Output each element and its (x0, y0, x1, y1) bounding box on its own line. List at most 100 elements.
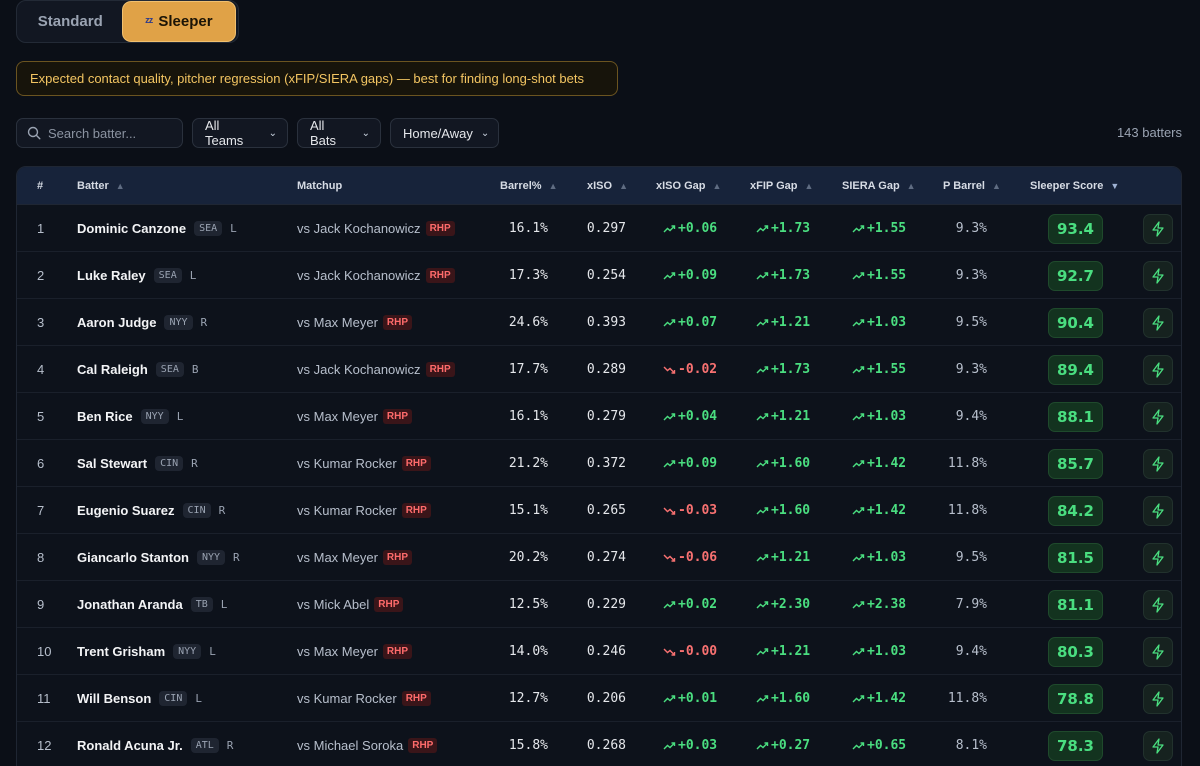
trend-up-icon (663, 600, 676, 610)
matchup-cell: vs Max Meyer RHP (297, 534, 413, 581)
col-xiso[interactable]: xISO ▲ (587, 180, 628, 192)
col-siera-gap[interactable]: SIERA Gap ▲ (842, 180, 916, 192)
trend-up-icon (852, 553, 865, 563)
batter-name[interactable]: Jonathan Aranda (77, 597, 183, 612)
quick-bet-button[interactable] (1143, 401, 1173, 432)
search-icon (27, 126, 41, 140)
rank-cell: 8 (37, 550, 45, 565)
mode-description-banner: Expected contact quality, pitcher regres… (16, 61, 618, 96)
pitcher-name: vs Mick Abel (297, 597, 370, 612)
xiso-cell: 0.268 (586, 738, 626, 753)
batter-name[interactable]: Cal Raleigh (77, 362, 148, 377)
team-badge: NYY (164, 315, 193, 330)
barrel-cell: 12.7% (508, 691, 548, 706)
lightning-icon (1152, 361, 1164, 378)
trend-up-icon (852, 365, 865, 375)
sleeper-score-badge: 84.2 (1048, 495, 1103, 526)
siera-gap-cell: +1.55 (852, 346, 906, 393)
lightning-icon (1152, 549, 1164, 566)
quick-bet-button[interactable] (1143, 542, 1173, 573)
chevron-down-icon: ⌄ (480, 127, 490, 139)
col-matchup[interactable]: Matchup (297, 180, 343, 192)
pitcher-hand-badge: RHP (382, 315, 413, 330)
batter-name[interactable]: Aaron Judge (77, 315, 157, 330)
xiso-gap-cell: +0.01 (663, 675, 717, 722)
trend-down-icon (663, 506, 676, 516)
batter-name[interactable]: Eugenio Suarez (77, 503, 175, 518)
quick-bet-button[interactable] (1143, 730, 1173, 761)
pitcher-name: vs Max Meyer (297, 644, 378, 659)
pitcher-hand-badge: RHP (401, 503, 431, 518)
batter-name[interactable]: Trent Grisham (77, 644, 166, 659)
batter-name[interactable]: Sal Stewart (77, 456, 148, 471)
trend-up-icon (756, 365, 769, 375)
team-badge: NYY (140, 409, 169, 424)
matchup-cell: vs Kumar Rocker RHP (297, 487, 431, 534)
batter-name[interactable]: Luke Raley (77, 268, 146, 283)
siera-gap-cell: +0.65 (852, 722, 906, 766)
col-barrel[interactable]: Barrel% ▲ (500, 180, 558, 192)
pitcher-hand-badge: RHP (382, 409, 413, 424)
matchup-cell: vs Michael Soroka RHP (297, 722, 438, 766)
lightning-icon (1152, 502, 1164, 519)
xfip-gap-cell: +2.30 (756, 581, 810, 628)
quick-bet-button[interactable] (1143, 636, 1173, 667)
trend-up-icon (663, 271, 676, 281)
team-badge: NYY (173, 644, 202, 659)
col-batter[interactable]: Batter ▲ (77, 180, 125, 192)
trend-up-icon (852, 412, 865, 422)
standard-mode-button[interactable]: Standard (37, 13, 103, 30)
pitcher-name: vs Michael Soroka (297, 738, 404, 753)
col-xiso-gap[interactable]: xISO Gap ▲ (656, 180, 722, 192)
pitcher-hand-badge: RHP (425, 268, 455, 283)
search-input[interactable] (48, 125, 173, 141)
batter-name[interactable]: Ronald Acuna Jr. (77, 738, 183, 753)
batter-name[interactable]: Dominic Canzone (77, 221, 187, 236)
quick-bet-button[interactable] (1143, 448, 1173, 479)
batter-name[interactable]: Will Benson (77, 691, 152, 706)
action-cell (1143, 346, 1173, 393)
trend-up-icon (756, 600, 769, 610)
bat-hand: R (191, 457, 198, 470)
batter-name[interactable]: Giancarlo Stanton (77, 550, 189, 565)
batter-cell: Luke Raley SEA L (77, 252, 196, 299)
score-cell: 88.1 (1048, 393, 1103, 440)
bats-filter-select[interactable]: All Bats ⌄ (297, 118, 381, 148)
batter-name[interactable]: Ben Rice (77, 409, 133, 424)
quick-bet-button[interactable] (1143, 213, 1173, 244)
col-sleeper-score[interactable]: Sleeper Score ▼ (1030, 180, 1120, 192)
xiso-gap-cell: +0.06 (663, 205, 717, 252)
col-xfip-gap[interactable]: xFIP Gap ▲ (750, 180, 814, 192)
batter-cell: Trent Grisham NYY L (77, 628, 216, 675)
quick-bet-button[interactable] (1143, 354, 1173, 385)
col-p-barrel[interactable]: P Barrel ▲ (943, 180, 1001, 192)
rank-cell: 10 (37, 644, 52, 659)
quick-bet-button[interactable] (1143, 495, 1173, 526)
quick-bet-button[interactable] (1143, 589, 1173, 620)
xfip-gap-cell: +1.60 (756, 487, 810, 534)
sleeper-mode-button[interactable]: ᶻᶻ Sleeper (121, 1, 236, 42)
quick-bet-button[interactable] (1143, 683, 1173, 714)
location-filter-select[interactable]: Home/Away ⌄ (390, 118, 499, 148)
chevron-down-icon: ⌄ (268, 127, 277, 139)
quick-bet-button[interactable] (1143, 260, 1173, 291)
team-badge: TB (190, 597, 213, 612)
barrel-cell: 21.2% (508, 456, 548, 471)
siera-gap-cell: +1.03 (852, 299, 906, 346)
team-filter-select[interactable]: All Teams ⌄ (192, 118, 288, 148)
pitcher-name: vs Max Meyer (297, 550, 378, 565)
trend-up-icon (852, 741, 865, 751)
quick-bet-button[interactable] (1143, 307, 1173, 338)
